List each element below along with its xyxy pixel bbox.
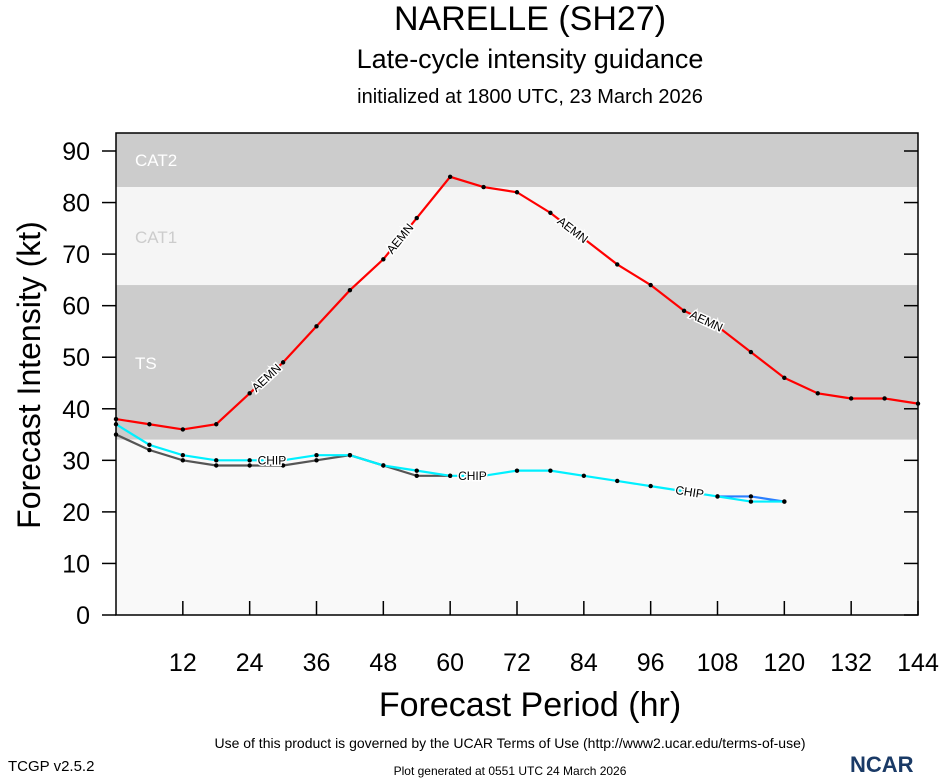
terms-of-use: Use of this product is governed by the U…	[214, 735, 806, 751]
data-point	[314, 458, 319, 463]
data-point	[681, 489, 687, 494]
y-tick-label: 90	[62, 138, 90, 166]
data-point	[414, 468, 419, 473]
data-point	[414, 215, 419, 221]
data-point	[247, 391, 252, 396]
y-tick-label: 50	[62, 344, 90, 372]
data-point	[214, 458, 219, 463]
data-point	[481, 473, 486, 478]
data-point	[815, 391, 820, 396]
chart-title: NARELLE (SH27)	[393, 0, 667, 38]
data-point	[214, 422, 219, 427]
series-label: CHIP	[458, 469, 487, 483]
data-point	[113, 422, 119, 427]
band-ts	[116, 285, 918, 440]
x-tick-label: 120	[763, 649, 805, 677]
data-point	[581, 236, 587, 241]
data-point	[147, 422, 152, 427]
data-point	[615, 262, 620, 267]
band-label: CAT1	[135, 228, 177, 247]
data-point	[648, 282, 653, 288]
data-point	[113, 432, 119, 437]
data-point	[615, 478, 620, 484]
band-cat1	[116, 187, 918, 286]
y-tick-label: 60	[62, 293, 90, 321]
x-tick-label: 84	[570, 649, 598, 677]
data-point	[447, 473, 453, 478]
series-label: CHIP	[674, 483, 704, 501]
data-point	[347, 452, 353, 458]
x-tick-label: 72	[503, 649, 531, 677]
init-time: initialized at 1800 UTC, 23 March 2026	[357, 86, 703, 108]
y-tick-label: 0	[76, 602, 90, 630]
x-tick-label: 108	[697, 649, 739, 677]
data-point	[782, 375, 787, 381]
data-point	[280, 463, 286, 468]
data-point	[414, 473, 419, 478]
data-point	[715, 494, 720, 499]
y-tick-label: 20	[62, 499, 90, 527]
y-tick-label: 10	[62, 550, 90, 578]
data-point	[280, 360, 286, 365]
data-point	[381, 257, 386, 262]
chart-subtitle: Late-cycle intensity guidance	[356, 44, 704, 74]
data-point	[347, 288, 353, 293]
data-point	[548, 468, 553, 473]
data-point	[748, 349, 754, 355]
x-tick-label: 36	[303, 649, 331, 677]
data-point	[514, 190, 520, 195]
data-point	[147, 447, 152, 453]
y-tick-label: 30	[62, 447, 90, 475]
data-point	[180, 452, 186, 458]
data-point	[848, 396, 854, 401]
data-point	[748, 499, 754, 504]
data-point	[314, 452, 319, 458]
x-tick-label: 12	[169, 649, 197, 677]
version-label: TCGP v2.5.2	[8, 758, 95, 775]
data-point	[447, 174, 453, 179]
data-point	[481, 184, 486, 190]
y-axis-label: Forecast Intensity (kt)	[11, 221, 47, 529]
data-point	[715, 324, 720, 329]
y-tick-label: 80	[62, 190, 90, 218]
data-point	[314, 324, 319, 329]
band-label: CAT2	[135, 151, 177, 170]
band-cat2	[116, 133, 918, 188]
x-tick-label: 132	[830, 649, 872, 677]
data-point	[882, 396, 887, 401]
data-point	[548, 210, 553, 216]
x-tick-label: 60	[436, 649, 464, 677]
data-point	[247, 463, 252, 468]
data-point	[681, 308, 687, 314]
data-point	[280, 458, 286, 463]
data-point	[514, 468, 520, 473]
y-tick-label: 70	[62, 241, 90, 269]
x-tick-label: 96	[637, 649, 665, 677]
data-point	[748, 494, 754, 499]
y-tick-label: 40	[62, 396, 90, 424]
band-label: TS	[135, 354, 157, 373]
data-point	[782, 499, 787, 504]
data-point	[214, 463, 219, 468]
series-label: CHIP	[258, 453, 287, 467]
x-tick-label: 144	[897, 649, 939, 677]
x-tick-label: 24	[236, 649, 264, 677]
x-axis-label: Forecast Period (hr)	[378, 686, 682, 724]
data-point	[381, 463, 386, 468]
data-point	[180, 458, 186, 463]
data-point	[648, 483, 653, 489]
data-point	[180, 427, 186, 432]
data-point	[581, 473, 587, 478]
data-point	[147, 442, 152, 448]
data-point	[915, 401, 921, 406]
ncar-logo: NCAR	[850, 752, 914, 777]
data-point	[247, 458, 252, 463]
data-point	[113, 416, 119, 422]
x-tick-label: 48	[369, 649, 397, 677]
generated-time: Plot generated at 0551 UTC 24 March 2026	[393, 764, 627, 778]
